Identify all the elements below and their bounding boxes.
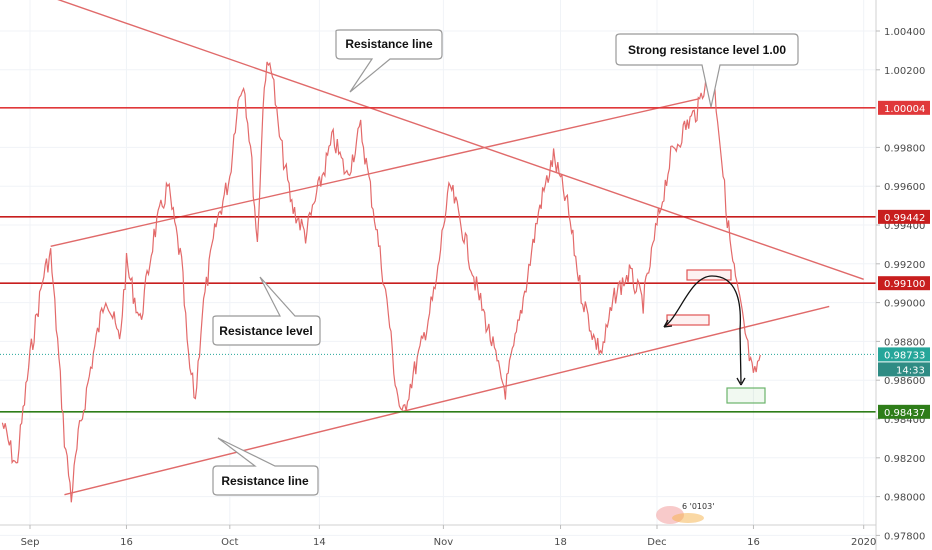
- level-tag-text: 0.98437: [884, 408, 925, 419]
- callout-text: Strong resistance level 1.00: [628, 43, 786, 57]
- callout-resistance-line-top: Resistance line: [335, 29, 443, 93]
- level-tag-text: 0.99442: [884, 213, 925, 224]
- y-tick-label: 0.99400: [884, 221, 925, 232]
- current-price-label: 0.98733: [884, 350, 925, 361]
- y-tick-label: 0.98800: [884, 337, 925, 348]
- countdown-label: 14:33: [896, 365, 925, 376]
- x-tick-label: 16: [747, 537, 760, 548]
- target-box-red-lower: [666, 314, 710, 326]
- x-tick-label: Sep: [21, 537, 40, 548]
- x-tick-label: Dec: [647, 537, 666, 548]
- y-tick-label: 1.00400: [884, 27, 925, 38]
- y-tick-label: 0.98200: [884, 454, 925, 465]
- y-tick-label: 0.97800: [884, 531, 925, 542]
- level-tag: [878, 100, 930, 115]
- price-series-line: [1, 61, 761, 503]
- projection-drawing: [663, 269, 766, 404]
- callout-text: Resistance line: [345, 37, 433, 51]
- x-tick-label: 16: [120, 537, 133, 548]
- y-tick-label: 0.98000: [884, 493, 925, 504]
- callout-text: Resistance line: [221, 474, 309, 488]
- y-tick-label: 1.00200: [884, 66, 925, 77]
- x-tick-label: Nov: [434, 537, 454, 548]
- level-tag: [878, 404, 930, 419]
- y-tick-label: 0.99800: [884, 143, 925, 154]
- x-tick-label: 14: [313, 537, 326, 548]
- callout-text: Resistance level: [219, 324, 312, 338]
- target-box-red-upper: [686, 269, 732, 281]
- arrow-head-up: [663, 319, 673, 328]
- grid-lines: [0, 0, 876, 536]
- callout-resistance-level: Resistance level: [212, 276, 321, 346]
- level-tag-text: 1.00004: [884, 104, 925, 115]
- y-tick-label: 0.98400: [884, 415, 925, 426]
- level-tag: [878, 276, 930, 291]
- current-price-tag: 0.98733 14:33: [878, 347, 930, 377]
- y-axis-ticks: 1.00400 1.00200 0.99800 0.99600 0.99400 0.992…: [876, 27, 925, 542]
- y-tick-label: 0.99600: [884, 182, 925, 193]
- x-tick-label: 18: [554, 537, 567, 548]
- svg-text:6 '0103': 6 '0103': [682, 502, 714, 511]
- watermark-logo: 6 '0103': [656, 502, 714, 524]
- callout-resistance-line-bottom: Resistance line: [212, 437, 319, 496]
- y-tick-label: 0.98600: [884, 376, 925, 387]
- horizontal-levels: [0, 107, 876, 413]
- x-tick-label: 2020: [851, 537, 876, 548]
- x-tick-label: Oct: [221, 537, 238, 548]
- trendline: [50, 98, 699, 248]
- x-axis-ticks: Sep 16 Oct 14 Nov 18 Dec 16 2020: [21, 525, 876, 548]
- trendline: [57, 0, 864, 280]
- projection-arrow: [663, 275, 742, 384]
- level-tag-text: 0.99100: [884, 279, 925, 290]
- target-box-green: [726, 387, 766, 404]
- arrow-head-down: [736, 377, 746, 386]
- trendlines: [50, 0, 864, 496]
- level-tag: [878, 209, 930, 224]
- callout-strong-resistance: Strong resistance level 1.00: [615, 33, 799, 108]
- level-labels: 1.00004 0.99442 0.99100 0.98437: [878, 100, 930, 419]
- y-tick-label: 0.99200: [884, 260, 925, 271]
- trendline: [64, 305, 830, 496]
- y-tick-label: 0.99000: [884, 299, 925, 310]
